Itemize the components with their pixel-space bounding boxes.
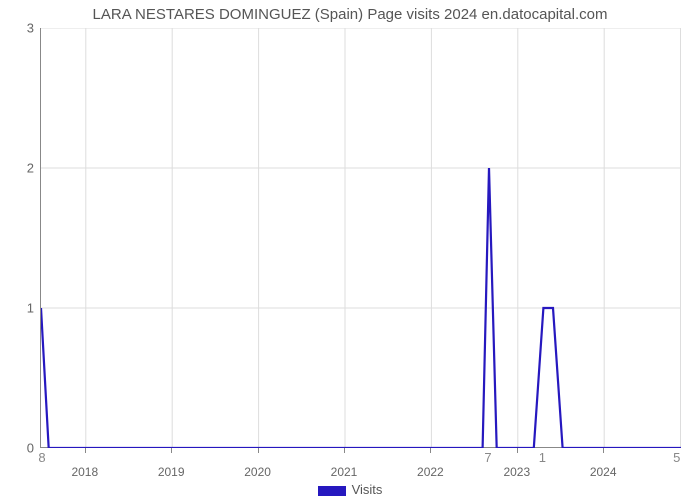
x-tick-label: 2019: [158, 465, 185, 479]
chart-title: LARA NESTARES DOMINGUEZ (Spain) Page vis…: [0, 6, 700, 23]
y-tick-label: 2: [4, 161, 34, 176]
x-tick-label: 2018: [71, 465, 98, 479]
x-tick-mark: [85, 448, 86, 453]
x-tick-mark: [344, 448, 345, 453]
y-tick-label: 0: [4, 441, 34, 456]
x-tick-mark: [603, 448, 604, 453]
legend: Visits: [0, 482, 700, 497]
x-tick-label: 2024: [590, 465, 617, 479]
x-tick-mark: [171, 448, 172, 453]
end-label: 7: [484, 450, 491, 465]
plot-area: [40, 28, 680, 448]
x-tick-label: 2023: [503, 465, 530, 479]
x-tick-mark: [258, 448, 259, 453]
y-tick-label: 1: [4, 301, 34, 316]
legend-label: Visits: [352, 482, 383, 497]
chart-svg: [41, 28, 681, 448]
x-tick-label: 2022: [417, 465, 444, 479]
x-tick-label: 2020: [244, 465, 271, 479]
y-tick-label: 3: [4, 21, 34, 36]
x-tick-mark: [517, 448, 518, 453]
end-label: 5: [673, 450, 680, 465]
legend-swatch: [318, 486, 346, 496]
x-tick-mark: [430, 448, 431, 453]
end-label: 1: [539, 450, 546, 465]
x-tick-label: 2021: [331, 465, 358, 479]
start-label: 8: [38, 450, 45, 465]
chart-container: LARA NESTARES DOMINGUEZ (Spain) Page vis…: [0, 0, 700, 500]
